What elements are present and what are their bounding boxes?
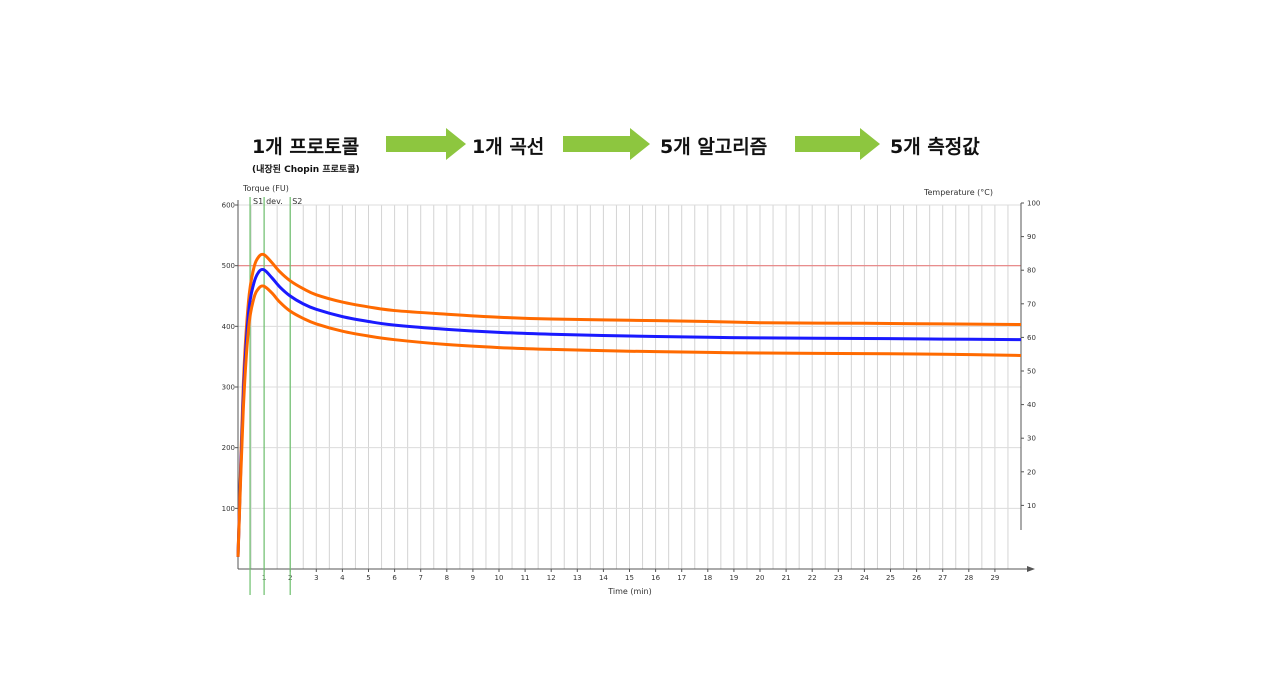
y2-tick-label: 60	[1027, 334, 1036, 342]
flow-step-protocol-subtitle: (내장된 Chopin 프로토콜)	[252, 165, 360, 175]
chart-series	[236, 252, 1022, 557]
x-tick-label: 6	[392, 574, 397, 582]
x-tick-label: 11	[521, 574, 530, 582]
x-tick-label: 18	[703, 574, 712, 582]
x-tick-label: 3	[314, 574, 318, 582]
x-tick-label: 9	[471, 574, 475, 582]
x-tick-label: 16	[651, 574, 660, 582]
y2-axis-label: Temperature (°C)	[923, 188, 993, 197]
flow-step-curve: 1개 곡선	[472, 136, 545, 158]
x-tick-label: 20	[756, 574, 765, 582]
x-tick-label: 23	[834, 574, 843, 582]
y2-tick-label: 10	[1027, 502, 1036, 510]
y2-tick-label: 50	[1027, 368, 1036, 376]
series-line	[236, 267, 1022, 557]
y-tick-label: 300	[222, 384, 235, 392]
y2-tick-label: 30	[1027, 435, 1036, 443]
x-tick-label: 24	[860, 574, 869, 582]
x-tick-label: 15	[625, 574, 634, 582]
y-tick-label: 600	[222, 202, 235, 210]
series-line	[236, 284, 1022, 557]
x-tick-label: 25	[886, 574, 895, 582]
chart-markers: S1 dev. S2	[249, 197, 302, 595]
x-tick-label: 22	[808, 574, 817, 582]
y-axis-label: Torque (FU)	[242, 184, 289, 193]
chart-ticks: 1234567891011121314151617181920212223242…	[222, 200, 1041, 583]
x-tick-label: 7	[418, 574, 422, 582]
x-tick-label: 12	[547, 574, 556, 582]
series-line	[236, 252, 1022, 557]
y2-tick-label: 80	[1027, 267, 1036, 275]
chart-grid	[238, 204, 1021, 569]
x-axis-label: Time (min)	[607, 587, 651, 596]
x-tick-label: 29	[990, 574, 999, 582]
y-tick-label: 100	[222, 505, 235, 513]
y-tick-label: 400	[222, 323, 235, 331]
y2-tick-label: 40	[1027, 401, 1036, 409]
flow-step-algorithms: 5개 알고리즘	[660, 136, 768, 158]
x-tick-label: 5	[366, 574, 370, 582]
x-axis-arrow-icon	[1027, 566, 1035, 572]
x-tick-label: 8	[445, 574, 449, 582]
y2-tick-label: 70	[1027, 300, 1036, 308]
marker-label: S2	[292, 197, 302, 206]
x-tick-label: 21	[782, 574, 791, 582]
marker-label: dev.	[266, 197, 283, 206]
y2-tick-label: 20	[1027, 468, 1036, 476]
y2-tick-label: 90	[1027, 233, 1036, 241]
marker-label: S1	[253, 197, 263, 206]
flow-step-protocol: 1개 프로토콜	[252, 136, 360, 158]
x-tick-label: 13	[573, 574, 582, 582]
y-tick-label: 500	[222, 262, 235, 270]
x-tick-label: 19	[729, 574, 738, 582]
x-tick-label: 28	[964, 574, 973, 582]
x-tick-label: 26	[912, 574, 921, 582]
protocol-flow: 1개 프로토콜 (내장된 Chopin 프로토콜) 1개 곡선 5개 알고리즘 …	[0, 128, 1279, 178]
x-tick-label: 4	[340, 574, 345, 582]
flow-step-measurements: 5개 측정값	[890, 136, 980, 158]
chart-axes	[237, 200, 1035, 572]
arrow-right-icon	[795, 128, 880, 160]
x-tick-label: 10	[495, 574, 504, 582]
x-tick-label: 17	[677, 574, 686, 582]
y-tick-label: 200	[222, 444, 235, 452]
arrow-right-icon	[386, 128, 466, 160]
x-tick-label: 14	[599, 574, 608, 582]
arrow-right-icon	[563, 128, 650, 160]
y2-tick-label: 100	[1027, 200, 1040, 208]
x-tick-label: 27	[938, 574, 947, 582]
